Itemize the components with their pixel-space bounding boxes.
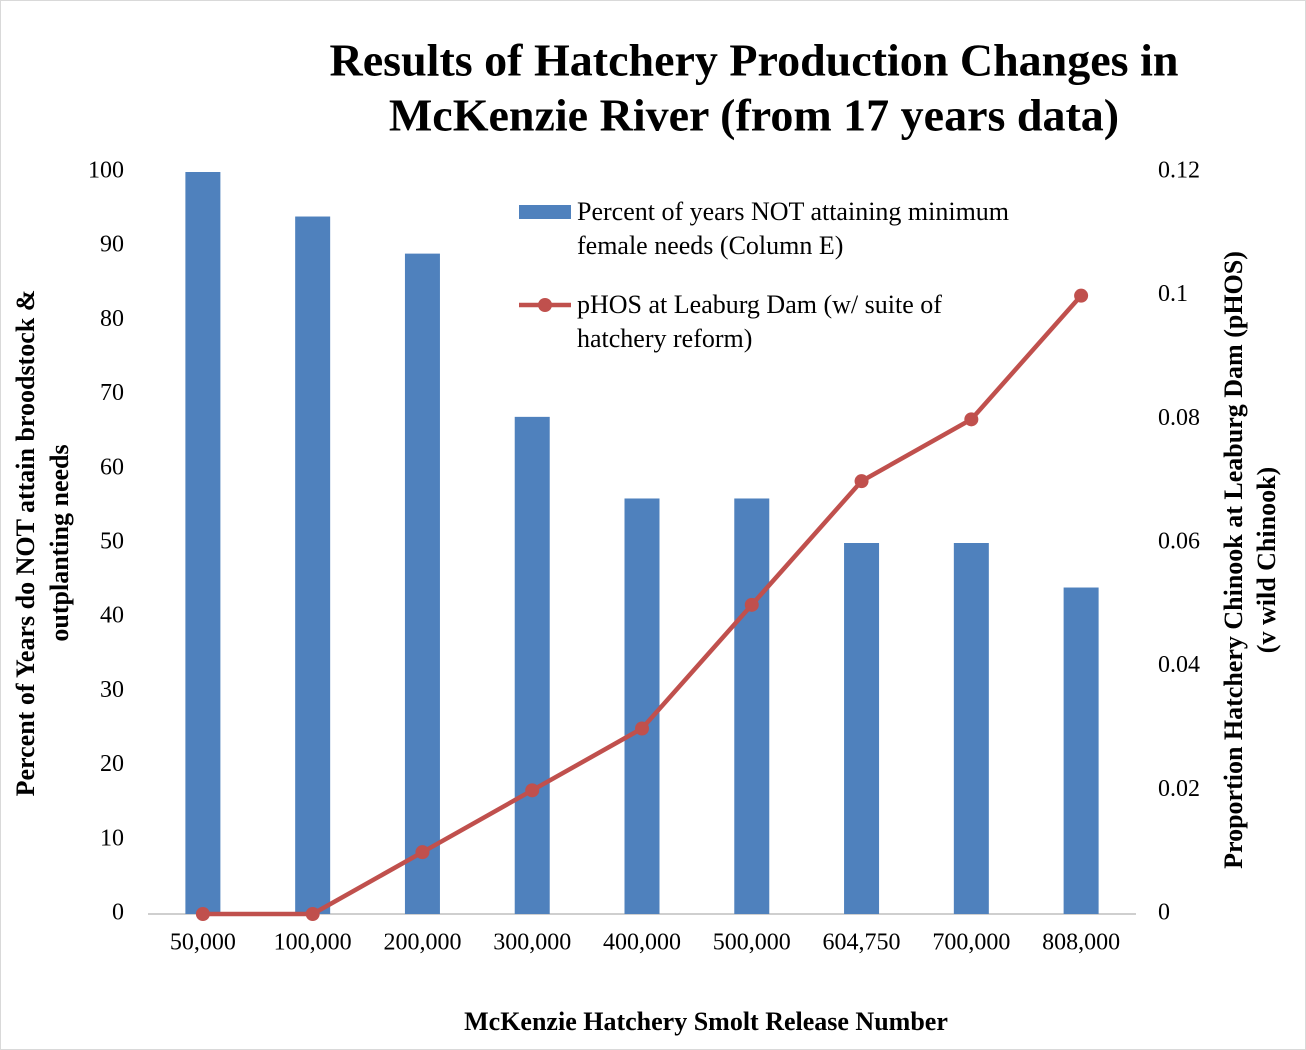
- x-tick-label: 808,000: [1042, 930, 1120, 956]
- line-marker: [305, 907, 320, 921]
- line-marker: [854, 474, 869, 489]
- y-axis-label: outplanting needs: [45, 444, 74, 641]
- line-marker: [1074, 288, 1089, 303]
- y-tick-label: 30: [100, 677, 124, 703]
- y-tick-label: 80: [100, 306, 124, 332]
- bar: [404, 253, 440, 914]
- bar: [295, 216, 331, 914]
- legend-swatch: [519, 205, 571, 219]
- bar: [185, 172, 221, 914]
- x-tick-label: 400,000: [603, 930, 681, 956]
- y2-axis-label: Proportion Hatchery Chinook at Leaburg D…: [1219, 251, 1248, 869]
- bar: [1063, 587, 1099, 914]
- y-axis-label: Percent of Years do NOT attain broodstoc…: [11, 290, 40, 797]
- bar: [734, 498, 770, 914]
- bar: [953, 543, 989, 914]
- y2-tick-label: 0.12: [1158, 158, 1200, 184]
- y-tick-label: 100: [88, 158, 124, 184]
- y2-tick-label: 0: [1158, 900, 1170, 926]
- legend-label: Percent of years NOT attaining minimum f…: [577, 197, 1010, 260]
- bar: [514, 416, 550, 914]
- y-tick-label: 60: [100, 454, 124, 480]
- line-marker: [415, 845, 430, 860]
- x-tick-label: 300,000: [493, 930, 571, 956]
- bar: [624, 498, 660, 914]
- chart-title: Results of Hatchery Production Changes i…: [330, 35, 1179, 86]
- legend-swatch: [538, 298, 552, 312]
- x-tick-label: 500,000: [713, 930, 791, 956]
- line-marker: [744, 597, 759, 612]
- y2-tick-label: 0.04: [1158, 652, 1200, 678]
- x-tick-label: 700,000: [932, 930, 1010, 956]
- x-axis-label: McKenzie Hatchery Smolt Release Number: [464, 1007, 948, 1036]
- y2-tick-label: 0.08: [1158, 405, 1200, 431]
- x-tick-label: 50,000: [170, 930, 236, 956]
- y-tick-label: 10: [100, 825, 124, 851]
- y-tick-label: 70: [100, 380, 124, 406]
- x-tick-label: 100,000: [274, 930, 352, 956]
- y-tick-label: 40: [100, 603, 124, 629]
- legend-label: pHOS at Leaburg Dam (w/ suite of hatcher…: [577, 290, 942, 353]
- line-marker: [964, 412, 979, 427]
- y-tick-label: 0: [112, 900, 124, 926]
- bar: [844, 543, 880, 914]
- y2-tick-label: 0.1: [1158, 281, 1188, 307]
- x-tick-label: 200,000: [383, 930, 461, 956]
- y-tick-label: 20: [100, 751, 124, 777]
- y-tick-label: 50: [100, 529, 124, 555]
- chart-title: McKenzie River (from 17 years data): [389, 90, 1119, 141]
- line-marker: [635, 721, 649, 736]
- y2-axis-label: (v wild Chinook): [1252, 467, 1281, 653]
- y-tick-label: 90: [100, 232, 124, 258]
- y2-tick-label: 0.06: [1158, 529, 1200, 555]
- x-tick-label: 604,750: [823, 930, 901, 956]
- y2-tick-label: 0.02: [1158, 776, 1200, 802]
- line-marker: [525, 783, 540, 798]
- line-marker: [195, 907, 210, 921]
